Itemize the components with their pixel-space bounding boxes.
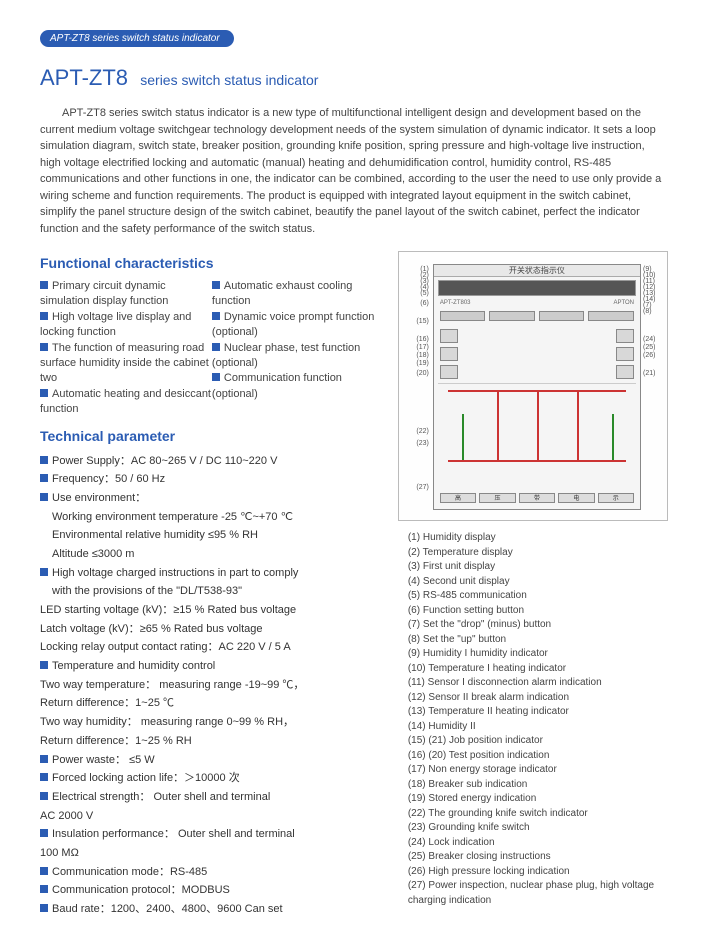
callout: (8)	[643, 308, 665, 315]
param-line: Return difference：1~25 ℃	[40, 694, 384, 713]
param-line: Two way humidity： measuring range 0~99 %…	[40, 713, 384, 732]
legend-item: (10) Temperature I heating indicator	[408, 662, 668, 677]
callout: (21)	[643, 370, 665, 377]
legend-item: (2) Temperature display	[408, 546, 668, 561]
legend-item: (24) Lock indication	[408, 836, 668, 851]
param-line: AC 2000 V	[40, 807, 384, 826]
feature-item: Automatic heating and desiccant function	[40, 387, 212, 418]
legend-item: (9) Humidity I humidity indicator	[408, 647, 668, 662]
param-line: Power Supply：AC 80~265 V / DC 110~220 V	[40, 452, 384, 471]
params-list: Power Supply：AC 80~265 V / DC 110~220 VF…	[40, 452, 384, 919]
param-line: Insulation performance： Outer shell and …	[40, 825, 384, 844]
param-line: Altitude ≤3000 m	[40, 545, 384, 564]
param-line: Working environment temperature -25 ℃~+7…	[40, 508, 384, 527]
param-line: High voltage charged instructions in par…	[40, 564, 384, 583]
features-block: Primary circuit dynamic simulation displ…	[40, 279, 384, 418]
legend-item: (18) Breaker sub indication	[408, 778, 668, 793]
intro-paragraph: APT-ZT8 series switch status indicator i…	[40, 105, 668, 237]
legend-item: (25) Breaker closing instructions	[408, 850, 668, 865]
legend-item: (1) Humidity display	[408, 531, 668, 546]
param-line: with the provisions of the "DL/T538-93"	[40, 582, 384, 601]
legend-item: (8) Set the "up" button	[408, 633, 668, 648]
callout: (16)	[401, 336, 429, 343]
legend-item: (11) Sensor I disconnection alarm indica…	[408, 676, 668, 691]
param-line: Communication protocol：MODBUS	[40, 881, 384, 900]
legend-item: (22) The grounding knife switch indicato…	[408, 807, 668, 822]
param-line: Environmental relative humidity ≤95 % RH	[40, 526, 384, 545]
diagram-bottom-row: 高压带电示	[440, 493, 634, 503]
diagram-topbar: 开关状态指示仪	[434, 265, 640, 277]
param-line: Return difference：1~25 % RH	[40, 732, 384, 751]
callout: (17)	[401, 344, 429, 351]
callout: (19)	[401, 360, 429, 367]
title-main: APT-ZT8	[40, 65, 128, 90]
feature-item: High voltage live display and locking fu…	[40, 310, 212, 341]
feature-item: Automatic exhaust cooling function	[212, 279, 384, 310]
legend-item: (6) Function setting button	[408, 604, 668, 619]
legend-item: (19) Stored energy indication	[408, 792, 668, 807]
param-line: Communication mode：RS-485	[40, 863, 384, 882]
param-line: Frequency：50 / 60 Hz	[40, 470, 384, 489]
callout: (24)	[643, 336, 665, 343]
diagram-button-row	[440, 311, 634, 321]
callout: (26)	[643, 352, 665, 359]
callout: (15)	[401, 318, 429, 325]
feature-item: Nuclear phase, test function (optional)	[212, 341, 384, 372]
param-line: Forced locking action life：＞10000 次	[40, 769, 384, 788]
callout: (5)	[401, 290, 429, 297]
wiring-diagram: 开关状态指示仪 APT-ZT803 APTON	[398, 251, 668, 521]
param-line: Latch voltage (kV)：≥65 % Rated bus volta…	[40, 620, 384, 639]
param-line: 100 MΩ	[40, 844, 384, 863]
feature-item: Dynamic voice prompt function (optional)	[212, 310, 384, 341]
section-technical: Technical parameter	[40, 428, 384, 444]
header-tab: APT-ZT8 series switch status indicator	[40, 30, 234, 47]
feature-item: The function of measuring road surface h…	[40, 341, 212, 387]
param-line: Electrical strength： Outer shell and ter…	[40, 788, 384, 807]
title-sub: series switch status indicator	[140, 72, 318, 88]
param-line: LED starting voltage (kV)：≥15 % Rated bu…	[40, 601, 384, 620]
callout: (25)	[643, 344, 665, 351]
param-line: Power waste： ≤5 W	[40, 751, 384, 770]
legend-item: (4) Second unit display	[408, 575, 668, 590]
legend-item: (16) (20) Test position indication	[408, 749, 668, 764]
param-line: Baud rate：1200、2400、4800、9600 Can set	[40, 900, 384, 919]
legend-item: (15) (21) Job position indicator	[408, 734, 668, 749]
legend-item: (14) Humidity II	[408, 720, 668, 735]
callout: (23)	[401, 440, 429, 447]
feature-item: Primary circuit dynamic simulation displ…	[40, 279, 212, 310]
callout: (27)	[401, 484, 429, 491]
legend-item: (27) Power inspection, nuclear phase plu…	[408, 879, 668, 908]
section-functional: Functional characteristics	[40, 255, 384, 271]
diagram-model: APT-ZT803	[440, 300, 471, 306]
legend-item: (3) First unit display	[408, 560, 668, 575]
legend-item: (7) Set the "drop" (minus) button	[408, 618, 668, 633]
feature-item: Communication function (optional)	[212, 371, 384, 402]
callout: (20)	[401, 370, 429, 377]
diagram-legend: (1) Humidity display(2) Temperature disp…	[398, 531, 668, 908]
page-title: APT-ZT8 series switch status indicator	[40, 65, 668, 91]
callout: (18)	[401, 352, 429, 359]
param-line: Two way temperature： measuring range -19…	[40, 676, 384, 695]
diagram-lcd	[438, 280, 636, 296]
legend-item: (12) Sensor II break alarm indication	[408, 691, 668, 706]
param-line: Use environment：	[40, 489, 384, 508]
param-line: Locking relay output contact rating：AC 2…	[40, 638, 384, 657]
legend-item: (17) Non energy storage indicator	[408, 763, 668, 778]
legend-item: (23) Grounding knife switch	[408, 821, 668, 836]
diagram-brand: APTON	[613, 300, 634, 306]
param-line: Temperature and humidity control	[40, 657, 384, 676]
legend-item: (13) Temperature II heating indicator	[408, 705, 668, 720]
legend-item: (26) High pressure locking indication	[408, 865, 668, 880]
callout: (6)	[401, 300, 429, 307]
legend-item: (5) RS-485 communication	[408, 589, 668, 604]
callout: (22)	[401, 428, 429, 435]
